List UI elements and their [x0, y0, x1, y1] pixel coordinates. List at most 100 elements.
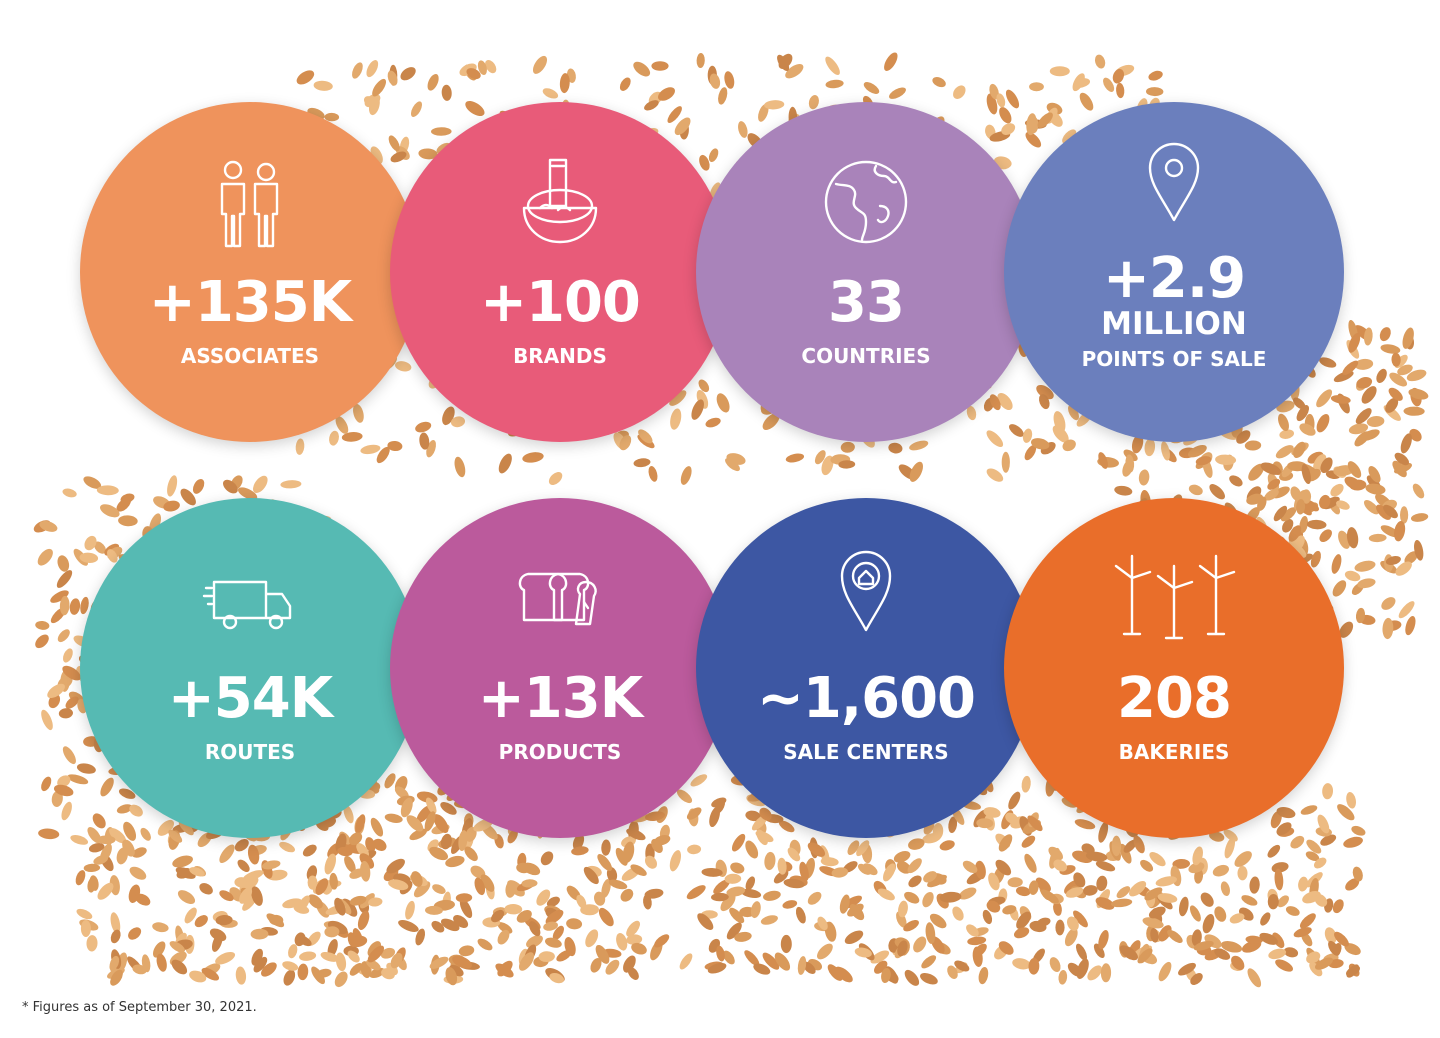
grain [745, 876, 756, 891]
grain [1342, 360, 1359, 375]
grain [1072, 73, 1085, 92]
grain [1268, 948, 1287, 960]
grain [50, 590, 69, 603]
grain [764, 851, 776, 871]
grain [1200, 892, 1214, 907]
grain [388, 135, 400, 152]
stat-label: COUNTRIES [801, 344, 931, 368]
grain [1391, 352, 1401, 367]
grain [1282, 519, 1294, 533]
grain [1306, 839, 1322, 854]
grain [1073, 872, 1086, 888]
grain [1246, 493, 1264, 505]
grain [1276, 807, 1296, 819]
grain [507, 829, 518, 844]
grain [725, 458, 740, 472]
grain [1064, 928, 1078, 947]
grain [799, 861, 809, 881]
grain [724, 71, 735, 89]
grain [997, 159, 1012, 170]
grain [576, 894, 587, 909]
grain [709, 73, 721, 89]
grain [825, 56, 840, 75]
stat-label: BRANDS [513, 344, 607, 368]
grain [1187, 444, 1207, 458]
grain [1345, 878, 1360, 891]
grain [566, 918, 583, 930]
grain [738, 121, 748, 138]
grain [1209, 484, 1225, 500]
stat-label: POINTS OF SALE [1081, 347, 1267, 371]
grain [89, 875, 99, 891]
grain [1399, 506, 1409, 524]
grain [762, 413, 780, 430]
grain [1029, 920, 1047, 933]
grain [1142, 917, 1164, 929]
grain [504, 903, 523, 915]
grain [109, 828, 127, 844]
grain [1158, 925, 1172, 942]
grain [1274, 868, 1284, 891]
grain [1013, 927, 1030, 939]
grain [386, 858, 405, 874]
grain [415, 928, 426, 946]
grain [296, 70, 315, 85]
grain [368, 897, 383, 907]
grain [1408, 388, 1429, 400]
grain [279, 841, 295, 853]
grain [57, 555, 70, 572]
grain [1299, 913, 1316, 929]
grain [658, 87, 675, 101]
grain [999, 107, 1012, 124]
grain [1376, 368, 1387, 383]
grain [398, 920, 419, 932]
grain [1330, 483, 1344, 497]
grain [552, 925, 565, 940]
grain [1103, 77, 1115, 92]
grain [295, 438, 305, 455]
grain [986, 430, 1004, 448]
grain [466, 68, 481, 80]
stat-circle: +135K ASSOCIATES [80, 102, 420, 442]
grain [491, 909, 505, 923]
grain [313, 80, 333, 91]
grain [266, 913, 285, 928]
grain [724, 873, 742, 884]
grain [516, 910, 532, 923]
grain [821, 455, 834, 476]
grain [1414, 539, 1424, 561]
grain [497, 922, 513, 934]
grain [432, 884, 446, 894]
grain [477, 938, 493, 951]
grain [1334, 931, 1349, 947]
grain [116, 804, 133, 814]
grain [913, 936, 927, 953]
grain [1296, 499, 1306, 515]
grain [1193, 940, 1214, 951]
grain [156, 953, 167, 972]
grain [1172, 858, 1190, 869]
grain [83, 476, 102, 489]
grain [180, 488, 196, 506]
grain [1365, 483, 1386, 495]
grain [1394, 521, 1406, 542]
grain [80, 596, 89, 615]
grain [753, 963, 771, 975]
grain [817, 943, 833, 960]
grain [359, 893, 375, 909]
grain [1036, 384, 1054, 400]
grain [1355, 408, 1372, 425]
grain [518, 952, 535, 971]
grain [1412, 483, 1425, 499]
grain [995, 859, 1012, 876]
stat-circle: 33 COUNTRIES [696, 102, 1036, 442]
grain [1322, 783, 1334, 800]
grain [807, 842, 826, 857]
grain [608, 879, 628, 890]
grain [1343, 836, 1363, 848]
grain [1363, 500, 1380, 515]
grain [61, 801, 72, 821]
grain [778, 820, 795, 833]
grain [590, 958, 602, 973]
grain [1388, 387, 1403, 401]
